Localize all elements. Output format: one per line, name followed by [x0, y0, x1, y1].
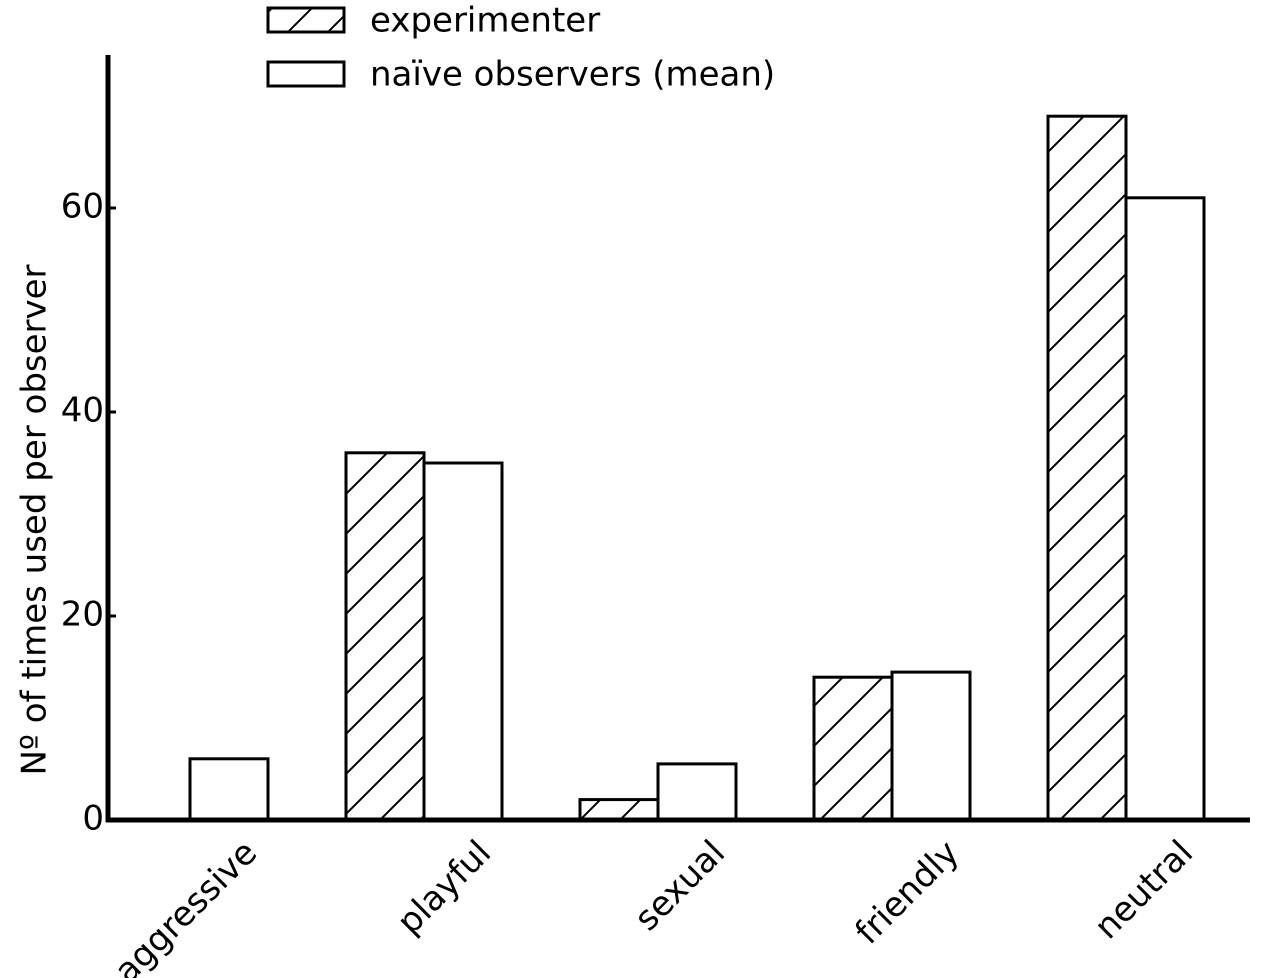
legend-swatch [266, 6, 346, 34]
bar [344, 451, 426, 822]
bar [1124, 196, 1206, 822]
legend-label: naïve observers (mean) [370, 55, 775, 95]
x-tick-label: neutral [1087, 833, 1201, 947]
bar [890, 670, 972, 822]
legend-swatch [266, 60, 346, 88]
x-tick-label: playful [390, 833, 500, 943]
legend-label: experimenter [370, 1, 600, 41]
y-axis-label: Nº of times used per observer [15, 264, 55, 775]
bar [188, 757, 270, 822]
y-tick-label: 60 [61, 187, 104, 227]
x-tick-label: aggressive [107, 833, 265, 978]
x-tick-label: sexual [627, 833, 733, 939]
y-tick-label: 40 [61, 391, 104, 431]
bar [812, 675, 894, 822]
bar [422, 461, 504, 822]
bar [578, 798, 660, 822]
x-tick-label: friendly [848, 833, 968, 953]
y-tick-label: 0 [82, 799, 104, 839]
bar [1046, 114, 1128, 822]
bar [656, 762, 738, 822]
y-tick-label: 20 [61, 595, 104, 635]
